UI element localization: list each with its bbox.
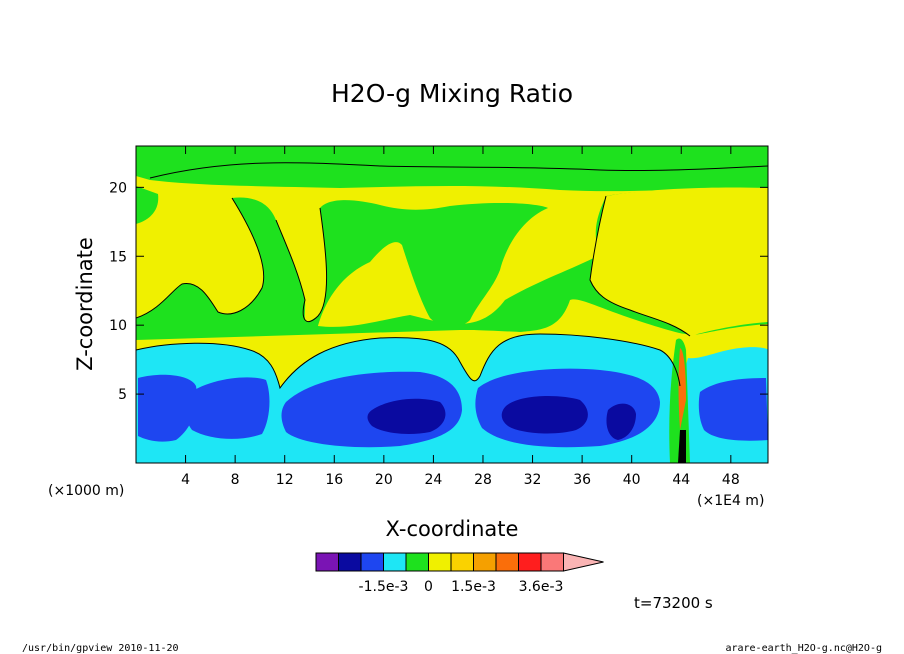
colorbar-box [450,552,474,572]
y-tick-label: 20 [109,180,127,196]
contour-band-right [590,187,768,336]
contour-band-dark [367,396,636,440]
colorbar-box [383,552,407,572]
y-axis-label: Z-coordinate [73,237,97,371]
x-tick-label: 32 [524,472,542,488]
y-tick-label: 5 [118,387,127,403]
colorbar-box [428,552,452,572]
x-axis-label: X-coordinate [386,517,519,541]
x-tick-label: 24 [424,472,442,488]
colorbar-box [405,552,429,572]
colorbar-box [518,552,542,572]
plot-frame [135,145,769,464]
colorbar-box [360,552,384,572]
colorbar-box [473,552,497,572]
contour-lines [136,162,768,390]
x-axis: 4 8 12 16 20 24 28 32 36 40 44 48 [181,146,740,488]
colorbar-box [540,552,564,572]
x-tick-label: 28 [474,472,492,488]
x-tick-label: 4 [181,472,190,488]
y-tick-label: 15 [109,249,127,265]
contour-band-upper-strip [150,162,768,180]
colorbar-box [338,552,362,572]
colorbar-label: 0 [424,579,433,595]
footer-left: /usr/bin/gpview 2010-11-20 [22,643,179,654]
colorbar-label: 3.6e-3 [519,579,564,595]
colorbar-label: -1.5e-3 [359,579,409,595]
footer-right: arare-earth_H2O-g.nc@H2O-g [725,643,882,654]
y-axis: 5 10 15 20 [109,180,768,403]
x-tick-label: 12 [276,472,294,488]
time-label: t=73200 s [634,594,713,612]
x-tick-label: 48 [722,472,740,488]
colorbar: -1.5e-3 0 1.5e-3 3.6e-3 [315,552,604,595]
chart-title: H2O-g Mixing Ratio [331,79,573,108]
colorbar-box [495,552,519,572]
x-tick-label: 16 [325,472,343,488]
colorbar-box [315,552,339,572]
contour-band-core-warm [678,348,686,430]
x-tick-label: 40 [623,472,641,488]
x-unit-left: (×1000 m) [48,483,124,499]
contour-field [136,146,768,463]
x-tick-label: 8 [231,472,240,488]
colorbar-arrow [563,552,604,572]
x-tick-label: 44 [672,472,690,488]
colorbar-label: 1.5e-3 [451,579,496,595]
x-unit-right: (×1E4 m) [697,493,764,509]
x-tick-label: 36 [573,472,591,488]
y-tick-label: 10 [109,318,127,334]
contour-band-upper-left [136,186,159,224]
x-tick-label: 20 [375,472,393,488]
contour-band-core-black [678,430,686,463]
